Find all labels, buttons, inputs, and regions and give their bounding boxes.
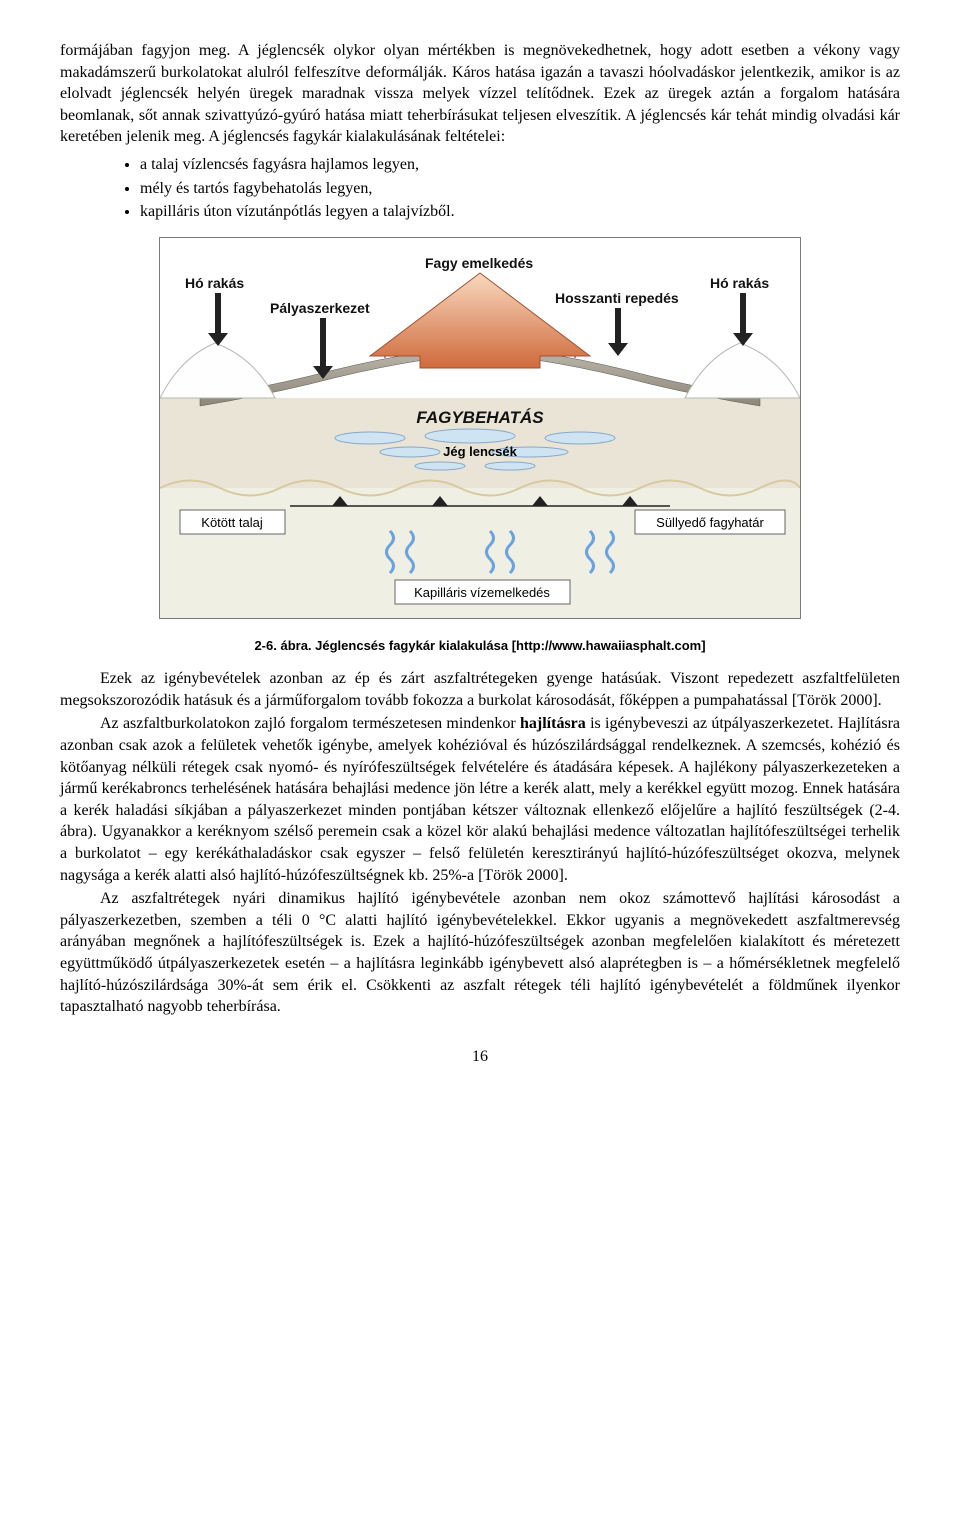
- list-item: mély és tartós fagybehatolás legyen,: [140, 178, 900, 200]
- paragraph-3: Az aszfaltrétegek nyári dinamikus hajlít…: [60, 888, 900, 1018]
- label-jeg-lencsek: Jég lencsék: [443, 444, 517, 459]
- paragraph-2b: Az aszfaltburkolatokon zajló forgalom te…: [60, 713, 900, 886]
- label-kotott: Kötött talaj: [201, 515, 263, 530]
- para2b-pre: Az aszfaltburkolatokon zajló forgalom te…: [100, 715, 520, 732]
- paragraph-1: formájában fagyjon meg. A jéglencsék oly…: [60, 40, 900, 148]
- paragraph-2a: Ezek az igénybevételek azonban az ép és …: [60, 668, 900, 711]
- label-sullyedo: Süllyedő fagyhatár: [656, 515, 764, 530]
- label-ho-right: Hó rakás: [710, 275, 769, 291]
- label-hosszanti: Hosszanti repedés: [555, 290, 679, 306]
- page-number: 16: [60, 1046, 900, 1068]
- figure-caption: 2-6. ábra. Jéglencsés fagykár kialakulás…: [60, 637, 900, 655]
- label-fagybehatas: FAGYBEHATÁS: [416, 408, 544, 427]
- label-fagy-emelkedes: Fagy emelkedés: [425, 255, 533, 271]
- label-palyaszerkezet: Pályaszerkezet: [270, 300, 370, 316]
- para2b-bold: hajlításra: [520, 715, 586, 732]
- frost-diagram-svg: Hó rakás Hó rakás Fagy emelkedés Pályasz…: [160, 238, 800, 618]
- label-ho-left: Hó rakás: [185, 275, 244, 291]
- para2b-post: is igénybeveszi az útpályaszerkezetet. H…: [60, 715, 900, 883]
- bullet-list: a talaj vízlencsés fagyásra hajlamos leg…: [140, 154, 900, 223]
- list-item: kapilláris úton vízutánpótlás legyen a t…: [140, 201, 900, 223]
- figure-container: Hó rakás Hó rakás Fagy emelkedés Pályasz…: [159, 237, 801, 619]
- label-kapillaris: Kapilláris vízemelkedés: [414, 585, 550, 600]
- list-item: a talaj vízlencsés fagyásra hajlamos leg…: [140, 154, 900, 176]
